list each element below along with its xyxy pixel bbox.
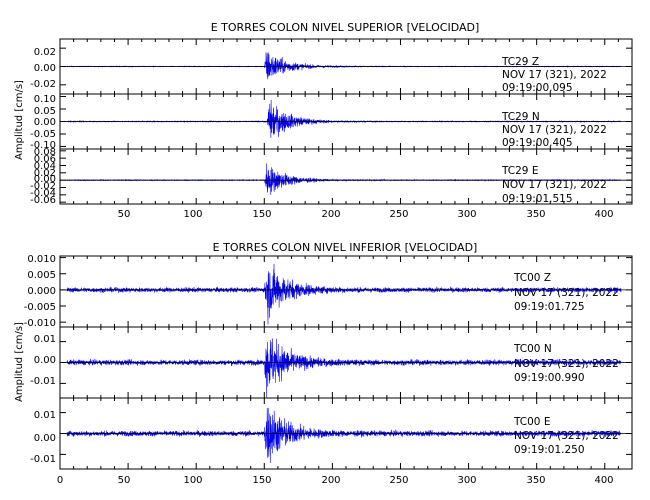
y-axis-label-inferior: Amplitud [cm/s] (14, 322, 25, 402)
y-tick-label: 0.005 (27, 270, 56, 281)
y-axis-label-superior: Amplitud [cm/s] (14, 80, 25, 160)
x-tick-label: 250 (389, 475, 408, 486)
y-tick-label: 0.04 (34, 161, 56, 172)
x-tick-label: 150 (252, 209, 271, 220)
station-label: TC00 N (513, 343, 552, 355)
y-tick-label: -0.04 (30, 188, 56, 199)
y-tick-label: -0.05 (30, 129, 56, 140)
y-tick-label: 0.00 (34, 433, 56, 444)
station-time: 09:19:00.990 (514, 372, 585, 384)
station-label: TC00 E (513, 416, 550, 428)
waveform-trace-4 (66, 338, 622, 398)
station-date: NOV 17 (321), 2022 (502, 179, 607, 191)
y-tick-label: 0.01 (34, 410, 56, 421)
x-tick-label: 300 (457, 209, 476, 220)
y-tick-label: 0.00 (34, 174, 56, 185)
y-tick-label: -0.01 (30, 454, 56, 465)
y-tick-label: -0.010 (24, 318, 56, 329)
station-date: NOV 17 (321), 2022 (502, 69, 607, 81)
x-tick-label: 50 (118, 475, 131, 486)
y-tick-label: 0.00 (34, 355, 56, 366)
x-tick-label: 350 (526, 475, 545, 486)
y-tick-label: 0.05 (34, 106, 56, 117)
y-tick-label: 0.02 (34, 47, 56, 58)
station-time: 09:19:00.095 (502, 82, 573, 94)
station-date: NOV 17 (321), 2022 (514, 287, 619, 299)
trace-layer (59, 39, 633, 469)
y-tick-label: -0.02 (30, 79, 56, 90)
x-tick-label: 50 (118, 209, 131, 220)
y-tick-label: -0.02 (30, 181, 56, 192)
y-tick-label: 0.02 (34, 168, 56, 179)
y-tick-label: -0.01 (30, 376, 56, 387)
x-tick-label: 400 (594, 475, 613, 486)
y-tick-label: -0.06 (30, 195, 56, 206)
station-label: TC29 Z (501, 56, 539, 68)
x-tick-label: 400 (594, 209, 613, 220)
y-tick-label: 0.010 (27, 254, 56, 265)
y-tick-label: 0.10 (34, 94, 56, 105)
y-tick-label: 0.00 (34, 117, 56, 128)
chart-title-superior: E TORRES COLON NIVEL SUPERIOR [VELOCIDAD… (211, 21, 480, 34)
y-tick-label: -0.10 (30, 140, 56, 151)
x-tick-label: 350 (526, 209, 545, 220)
station-date: NOV 17 (321), 2022 (502, 124, 607, 136)
station-label: TC29 N (501, 111, 540, 123)
chart-title-inferior: E TORRES COLON NIVEL INFERIOR [VELOCIDAD… (213, 241, 478, 254)
x-tick-label: 200 (321, 209, 340, 220)
station-time: 09:19:01.725 (514, 301, 585, 313)
y-tick-label: 0.06 (34, 154, 56, 165)
station-time: 09:19:01.515 (502, 193, 573, 205)
x-tick-label: 150 (252, 475, 271, 486)
x-tick-label: 100 (183, 209, 202, 220)
station-label: TC00 Z (513, 272, 551, 284)
x-tick-label: 100 (183, 475, 202, 486)
y-tick-label: 0.00 (34, 63, 56, 74)
station-time: 09:19:01.250 (514, 444, 585, 456)
x-tick-label: 200 (321, 475, 340, 486)
station-label: TC29 E (501, 165, 538, 177)
panel-tc29-e: 0.08 0.06 0.04 0.02 0.00 -0.02 -0.04 -0.… (30, 147, 633, 206)
y-tick-label: -0.005 (24, 302, 56, 313)
y-tick-label: 0.08 (34, 147, 56, 158)
x-tick-label: 300 (457, 475, 476, 486)
station-time: 09:19:00.405 (502, 137, 573, 149)
x-tick-label: 250 (389, 209, 408, 220)
x-tick-label: 0 (57, 475, 63, 486)
y-tick-label: 0.01 (34, 334, 56, 345)
y-tick-label: 0.000 (27, 286, 56, 297)
